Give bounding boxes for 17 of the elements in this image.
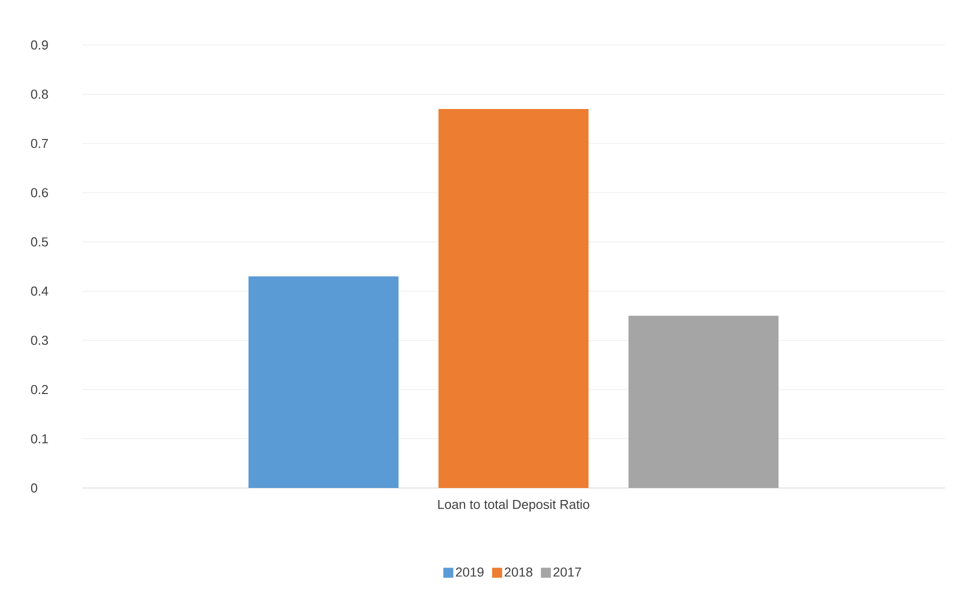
y-tick-label: 0.3 <box>31 336 48 345</box>
y-tick-label: 0.6 <box>31 188 48 198</box>
y-tick-label: 0 <box>31 483 38 493</box>
bar <box>248 276 399 488</box>
y-tick-label: 0.9 <box>31 40 48 50</box>
y-tick-label: 0.8 <box>31 90 48 99</box>
legend-label: 2019 <box>456 567 484 577</box>
y-tick-label: 0.7 <box>31 138 48 148</box>
y-tick-label: 0.5 <box>31 237 48 246</box>
legend-label: 2018 <box>504 567 532 577</box>
y-tick-label: 0.1 <box>31 434 48 444</box>
y-tick-label: 0.4 <box>31 286 48 296</box>
bar <box>628 316 779 488</box>
y-tick-label: 0.2 <box>31 384 48 394</box>
legend-label: 2017 <box>554 567 582 577</box>
bar <box>438 108 589 488</box>
x-tick-label: Loan to total Deposit Ratio <box>438 500 590 512</box>
